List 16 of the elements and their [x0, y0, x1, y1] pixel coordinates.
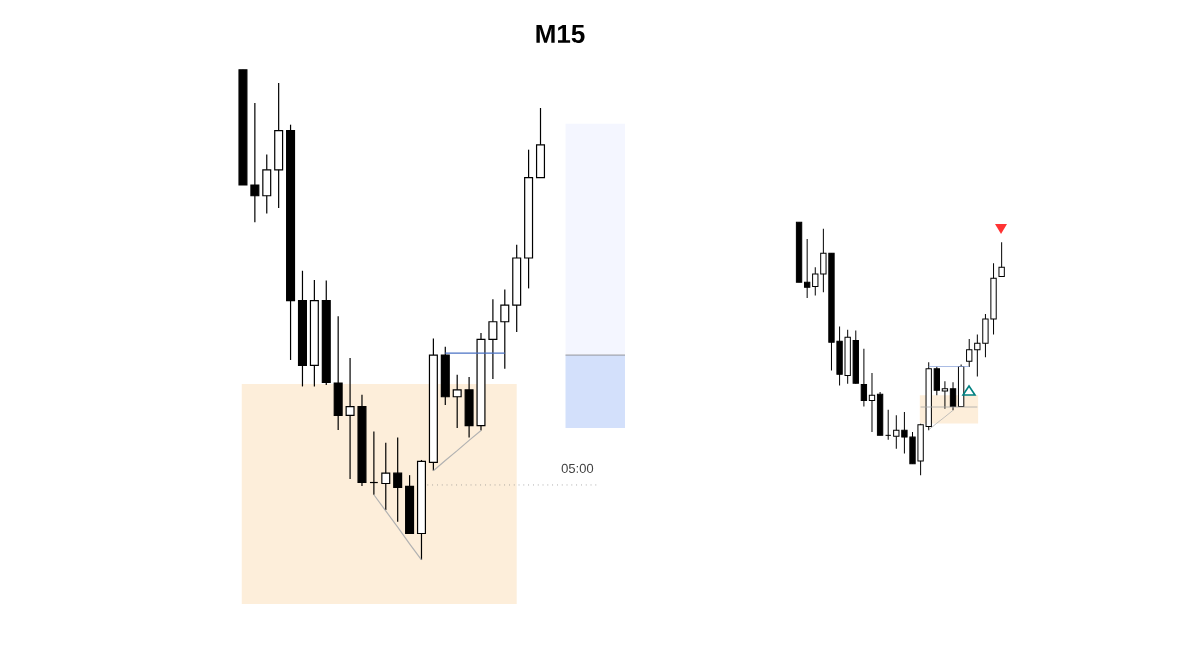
candlestick — [250, 102, 260, 223]
candlestick — [803, 238, 811, 299]
candlestick — [393, 436, 403, 523]
candlestick — [488, 298, 498, 380]
candlestick — [885, 409, 892, 441]
candlestick — [998, 241, 1005, 277]
candlestick — [381, 442, 391, 511]
candlestick — [345, 357, 355, 480]
candlestick — [868, 372, 876, 433]
candlestick — [949, 381, 957, 411]
chart-title: M15 — [536, 24, 585, 44]
candlestick — [452, 374, 462, 429]
ref-line-label: 05:00 — [561, 463, 594, 473]
candlestick — [500, 288, 510, 370]
candlestick — [941, 380, 949, 410]
candlestick — [860, 348, 868, 407]
